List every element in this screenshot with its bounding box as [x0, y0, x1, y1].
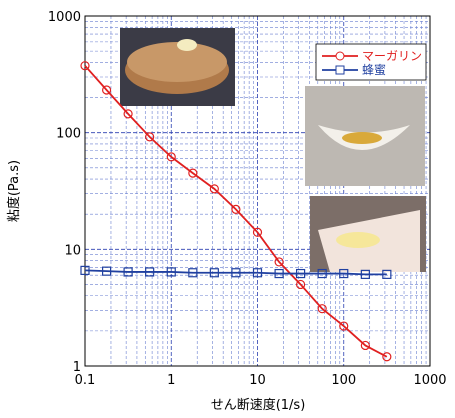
x-axis-label: せん断速度(1/s) — [211, 397, 306, 413]
y-tick-label: 1000 — [48, 10, 81, 25]
x-tick-label: 0.1 — [75, 373, 96, 388]
y-tick-label: 100 — [56, 127, 81, 142]
page: {"chart_data": {"type": "line", "xlabel"… — [0, 0, 455, 418]
honey — [342, 132, 382, 144]
y-axis-label: 粘度(Pa.s) — [6, 160, 22, 222]
legend-marker — [336, 66, 344, 74]
pancake-top — [127, 42, 227, 82]
spread — [336, 232, 380, 248]
x-tick-label: 100 — [331, 373, 356, 388]
x-tick-label: 1000 — [413, 373, 446, 388]
x-tick-label: 1 — [167, 373, 175, 388]
y-tick-label: 1 — [73, 360, 81, 375]
legend-label: マーガリン — [362, 49, 422, 63]
legend-label: 蜂蜜 — [362, 62, 386, 77]
y-tick-label: 10 — [64, 243, 81, 258]
x-tick-label: 10 — [249, 373, 266, 388]
butter — [177, 39, 197, 51]
chart: 粘度(Pa.s) せん断速度(1/s) 0.111010010001101001… — [0, 0, 455, 414]
legend-marker — [336, 52, 344, 60]
